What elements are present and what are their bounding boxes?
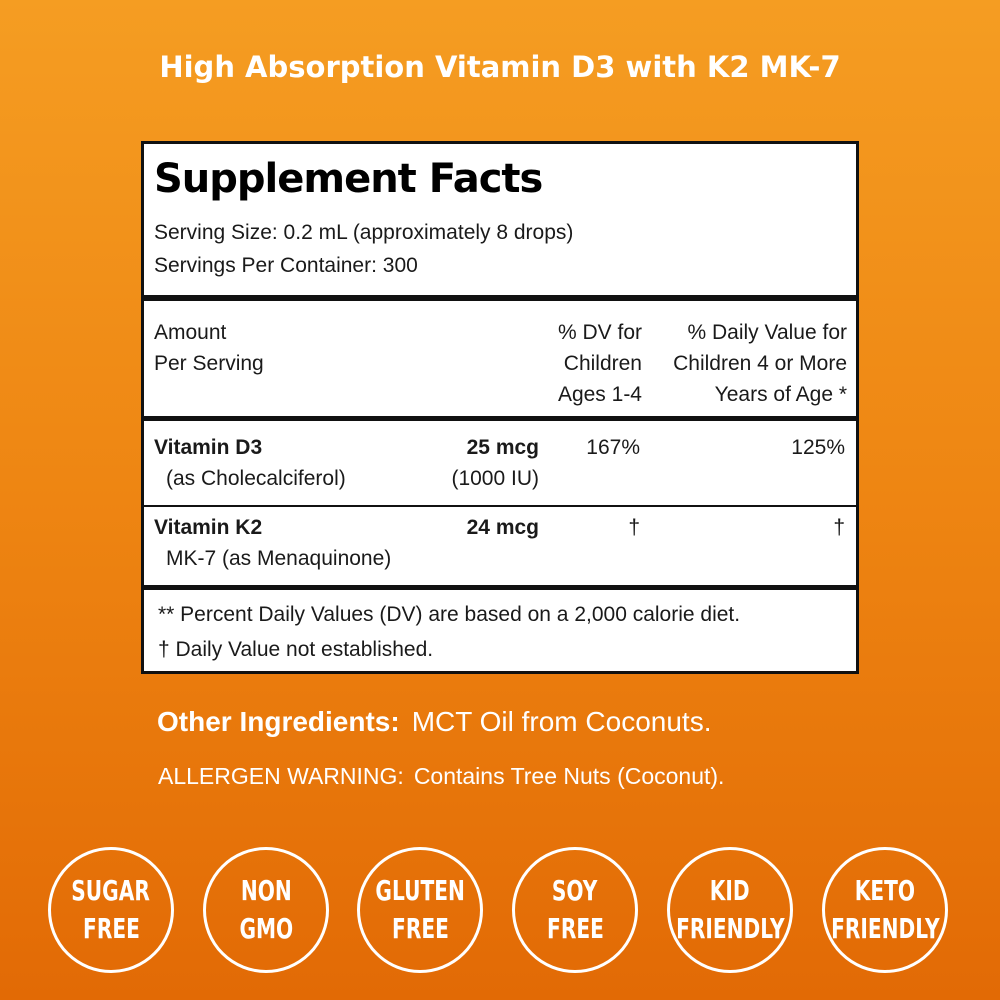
other-ingredients: Other Ingredients: MCT Oil from Coconuts.	[157, 706, 711, 738]
allergen-label: ALLERGEN WARNING:	[158, 763, 404, 789]
nutrient-dv-4plus: †	[833, 516, 845, 539]
headline: High Absorption Vitamin D3 with K2 MK-7	[159, 50, 841, 84]
header-dv-children: % DV for Children Ages 1-4	[558, 317, 642, 410]
divider-thick	[144, 295, 856, 301]
header-text: Per Serving	[154, 352, 264, 375]
badge-text: NON	[240, 874, 292, 907]
divider-thin	[144, 505, 856, 507]
badge-text: KID	[710, 874, 750, 907]
badge-text: FREE	[546, 912, 604, 945]
allergen-warning: ALLERGEN WARNING: Contains Tree Nuts (Coc…	[158, 763, 724, 790]
divider-thick	[144, 416, 856, 421]
badge-sugar-free: SUGAR FREE	[48, 847, 174, 973]
header-text: Years of Age *	[714, 383, 847, 406]
allergen-value: Contains Tree Nuts (Coconut).	[413, 763, 725, 789]
header-text: Children	[563, 352, 642, 375]
badge-text: SUGAR	[71, 874, 151, 907]
badge-text: FREE	[391, 912, 449, 945]
badge-kid-friendly: KID FRIENDLY	[667, 847, 793, 973]
nutrient-sub: MK-7 (as Menaquinone)	[166, 547, 392, 570]
badge-text: FRIENDLY	[675, 912, 785, 945]
header-text: Amount	[154, 321, 227, 344]
badge-text: GMO	[239, 912, 293, 945]
badge-text: FREE	[82, 912, 140, 945]
badge-soy-free: SOY FREE	[512, 847, 638, 973]
header-text: Children 4 or More	[673, 352, 847, 375]
supplement-facts-panel: Supplement Facts Serving Size: 0.2 mL (a…	[141, 141, 859, 674]
header-dv-4plus: % Daily Value for Children 4 or More Yea…	[673, 317, 847, 410]
header-text: Ages 1-4	[557, 383, 642, 406]
header-text: % DV for	[557, 321, 642, 344]
nutrient-amount-sub: (1000 IU)	[451, 467, 539, 490]
nutrient-dv-4plus: 125%	[791, 436, 845, 459]
footnote-dagger: † Daily Value not established.	[158, 638, 434, 661]
nutrient-name: Vitamin K2	[154, 516, 263, 539]
header-text: % Daily Value for	[687, 321, 847, 344]
badge-non-gmo: NON GMO	[203, 847, 329, 973]
nutrient-amount: 24 mcg	[466, 516, 539, 539]
badge-text: KETO	[854, 874, 916, 907]
badge-text: FRIENDLY	[830, 912, 940, 945]
badge-gluten-free: GLUTEN FREE	[357, 847, 483, 973]
other-ingredients-label: Other Ingredients:	[157, 706, 400, 737]
footnote-dv: ** Percent Daily Values (DV) are based o…	[158, 603, 741, 626]
nutrient-amount: 25 mcg	[466, 436, 539, 459]
header-amount: Amount Per Serving	[154, 317, 264, 379]
servings-per-container: Servings Per Container: 300	[154, 254, 418, 277]
facts-title: Supplement Facts	[154, 156, 543, 202]
serving-size: Serving Size: 0.2 mL (approximately 8 dr…	[154, 221, 574, 244]
other-ingredients-value: MCT Oil from Coconuts.	[411, 706, 712, 737]
nutrient-sub: (as Cholecalciferol)	[166, 467, 346, 490]
nutrient-name: Vitamin D3	[154, 436, 263, 459]
divider-thick	[144, 585, 856, 590]
badge-keto-friendly: KETO FRIENDLY	[822, 847, 948, 973]
badge-text: GLUTEN	[375, 874, 465, 907]
nutrient-dv-children: 167%	[586, 436, 640, 459]
nutrient-dv-children: †	[628, 516, 640, 539]
badge-text: SOY	[552, 874, 598, 907]
